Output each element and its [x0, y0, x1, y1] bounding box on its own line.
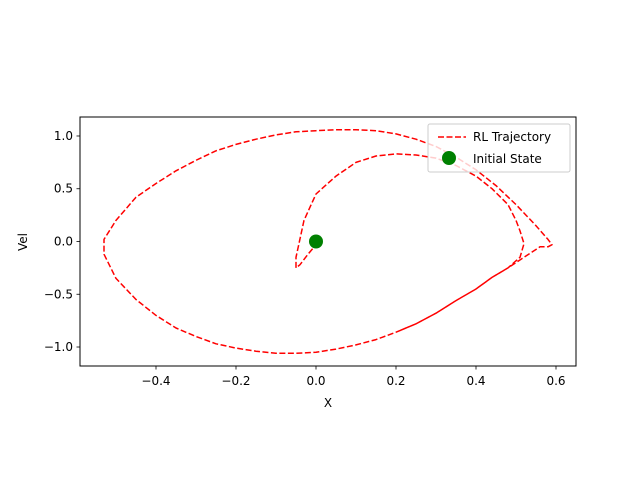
legend-label-trajectory: RL Trajectory — [473, 130, 551, 144]
x-tick-label: −0.4 — [141, 374, 170, 388]
y-tick-label: 0.0 — [54, 235, 73, 249]
legend: RL Trajectory Initial State — [427, 123, 571, 173]
initial-state-point — [309, 234, 323, 249]
legend-label-initial: Initial State — [473, 152, 542, 166]
y-tick-label: 0.5 — [54, 182, 73, 196]
y-axis: −1.0 −0.5 0.0 0.5 1.0 — [44, 129, 80, 354]
y-tick-label: −1.0 — [44, 340, 73, 354]
x-tick-label: −0.2 — [221, 374, 250, 388]
y-tick-label: −0.5 — [44, 287, 73, 301]
x-tick-label: 0.4 — [466, 374, 485, 388]
legend-marker-swatch — [442, 151, 456, 165]
marker-layer — [309, 234, 323, 249]
y-axis-label: Vel — [16, 233, 30, 251]
legend-frame — [427, 123, 571, 173]
y-tick-label: 1.0 — [54, 129, 73, 143]
x-axis: −0.4 −0.2 0.0 0.2 0.4 0.6 — [141, 366, 566, 388]
x-tick-label: 0.2 — [386, 374, 405, 388]
x-tick-label: 0.6 — [546, 374, 565, 388]
x-axis-label: X — [324, 396, 332, 410]
x-tick-label: 0.0 — [306, 374, 325, 388]
